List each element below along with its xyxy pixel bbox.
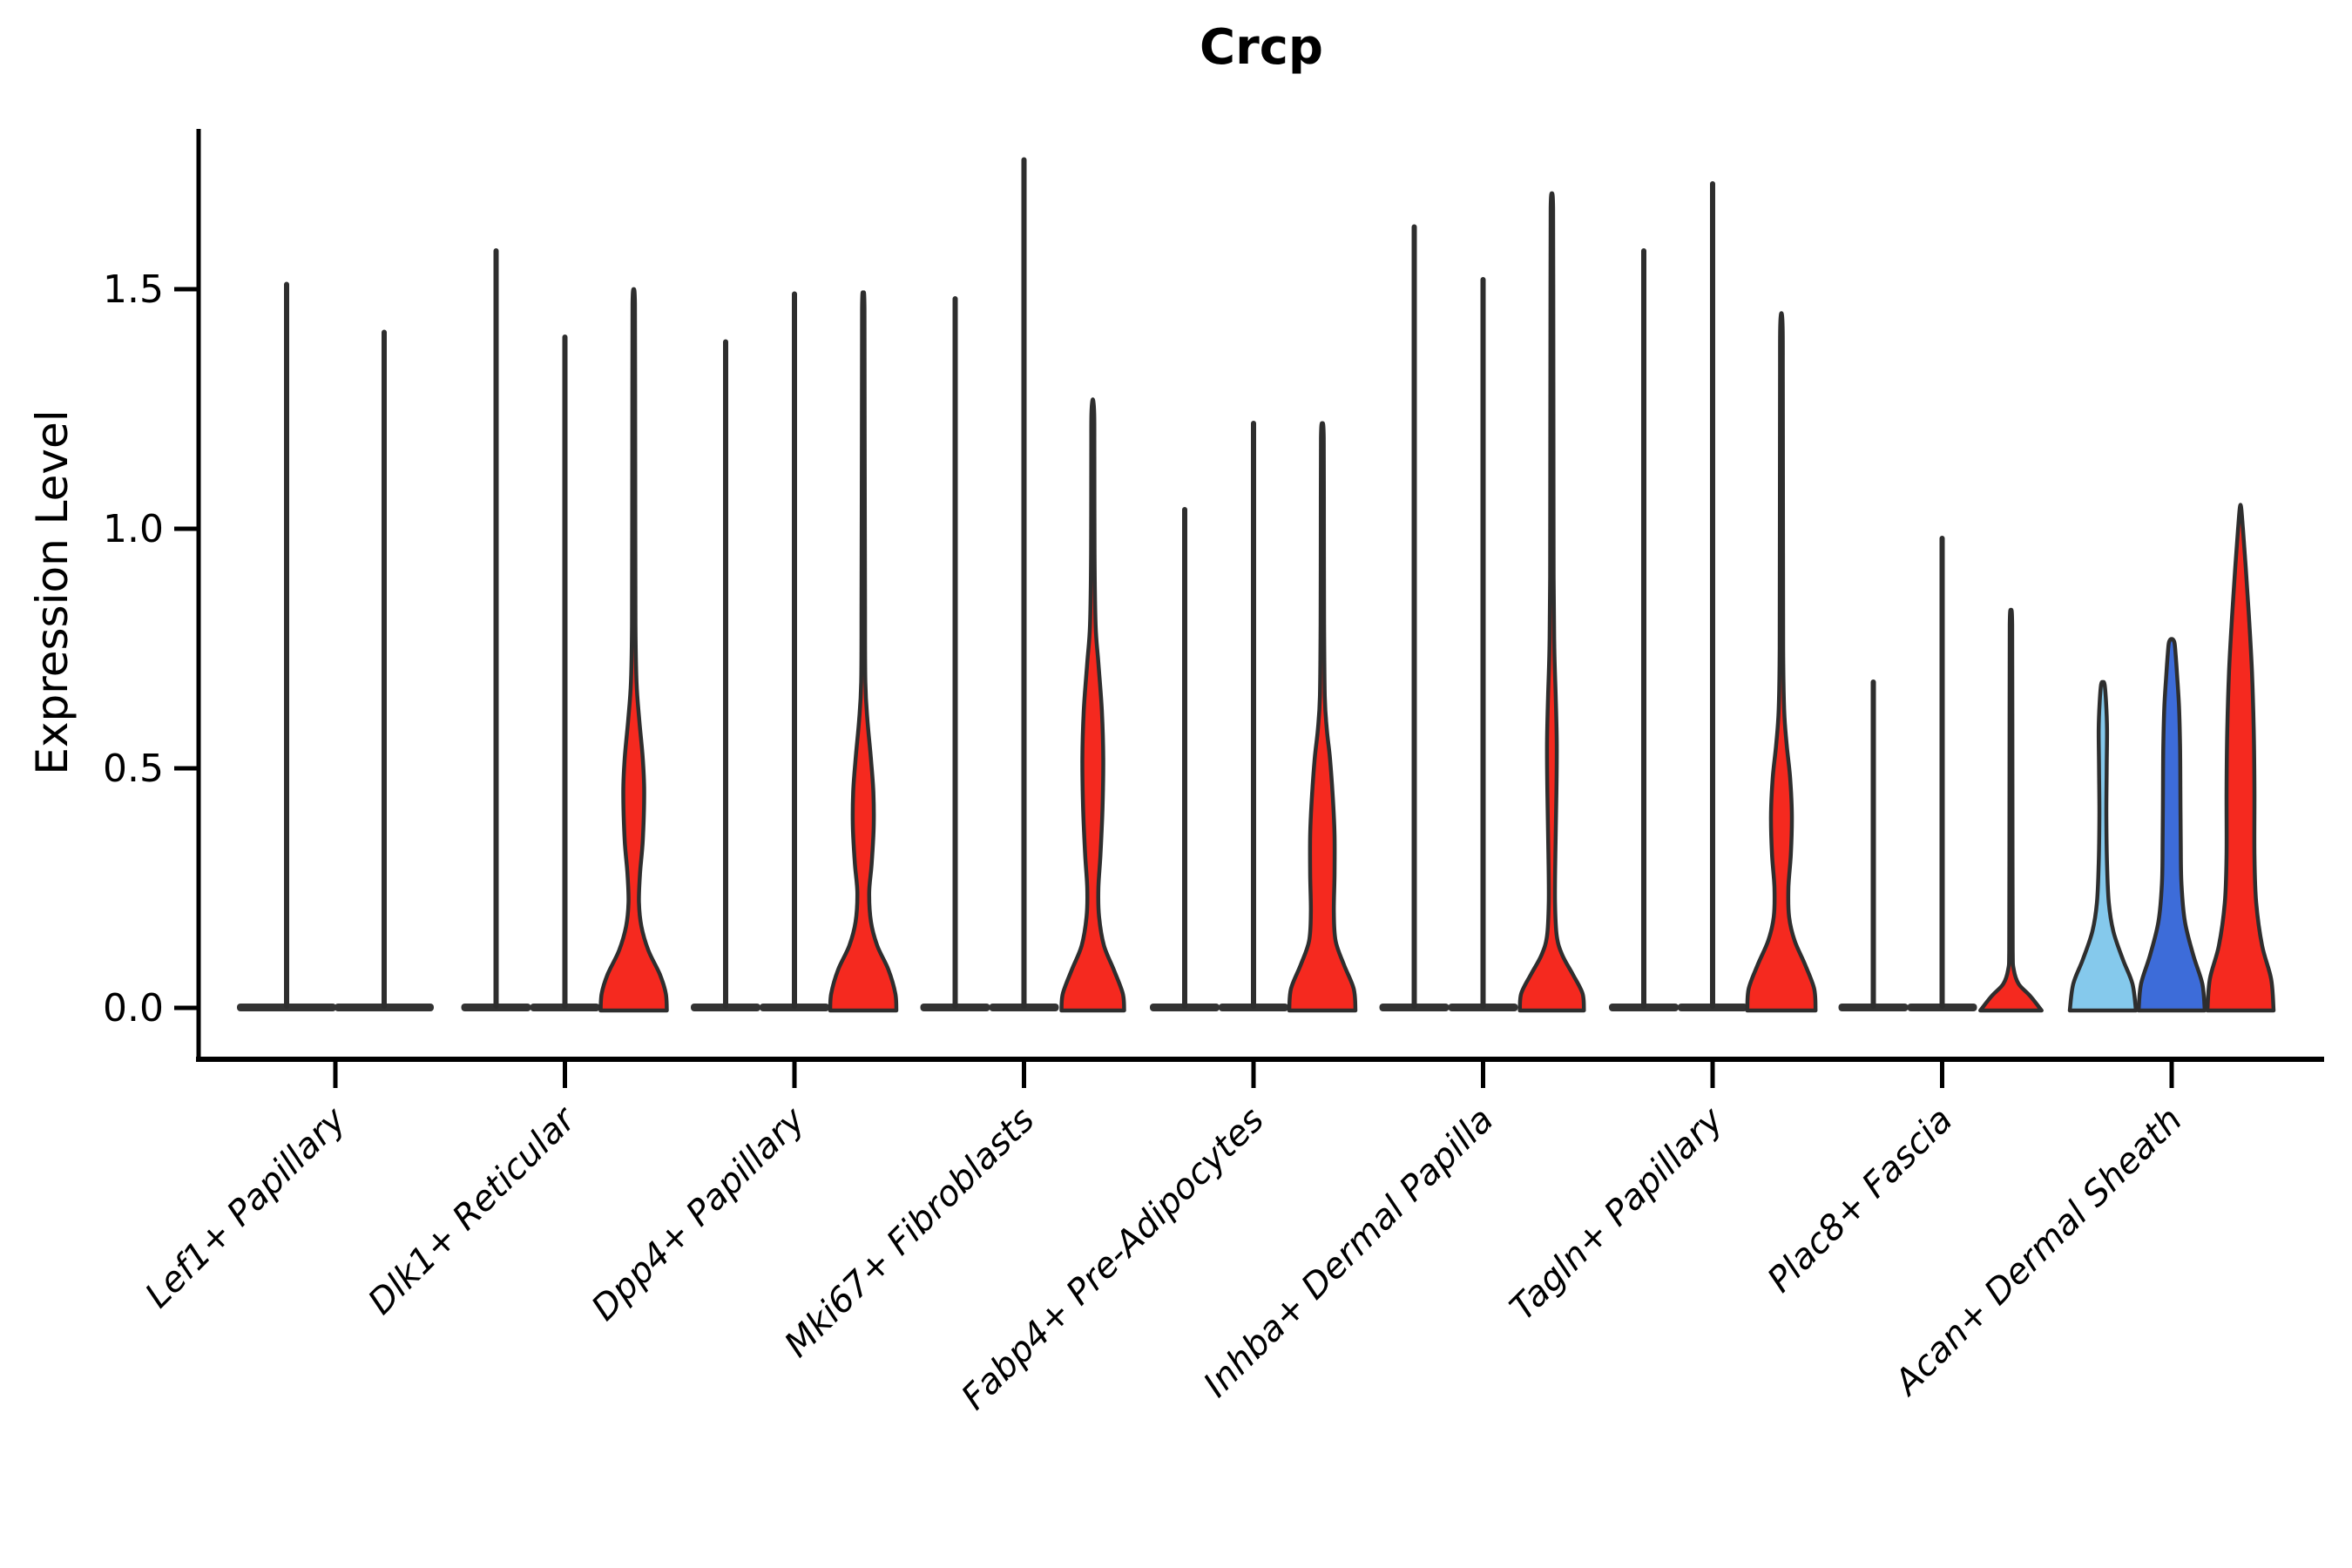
x-tick-label: Mki67+ Fibroblasts <box>777 1100 1043 1366</box>
y-tick-label: 0.5 <box>103 747 164 791</box>
violin <box>1745 311 1818 1013</box>
violin <box>2136 637 2207 1013</box>
x-tick-label: Plac8+ Fascia <box>1760 1100 1960 1301</box>
chart-title: Crcp <box>1200 19 1323 76</box>
x-tick-label: Dlk1+ Reticular <box>361 1098 585 1322</box>
y-tick-label: 0.0 <box>103 986 164 1031</box>
y-axis-label: Expression Level <box>27 409 78 775</box>
violin <box>1059 397 1126 1013</box>
violin <box>1978 607 2044 1013</box>
y-tick-label: 1.5 <box>103 267 164 312</box>
violin <box>1287 421 1358 1013</box>
violin <box>598 287 669 1013</box>
x-tick-label: Dpp4+ Papillary <box>585 1099 814 1328</box>
x-tick-label: Lef1+ Papillary <box>138 1099 355 1316</box>
violin <box>828 290 899 1013</box>
violin <box>2067 679 2139 1013</box>
violin <box>1517 191 1586 1013</box>
x-tick-label: Tagln+ Papillary <box>1503 1099 1732 1328</box>
y-tick-label: 1.0 <box>103 507 164 551</box>
violin <box>2205 503 2276 1013</box>
